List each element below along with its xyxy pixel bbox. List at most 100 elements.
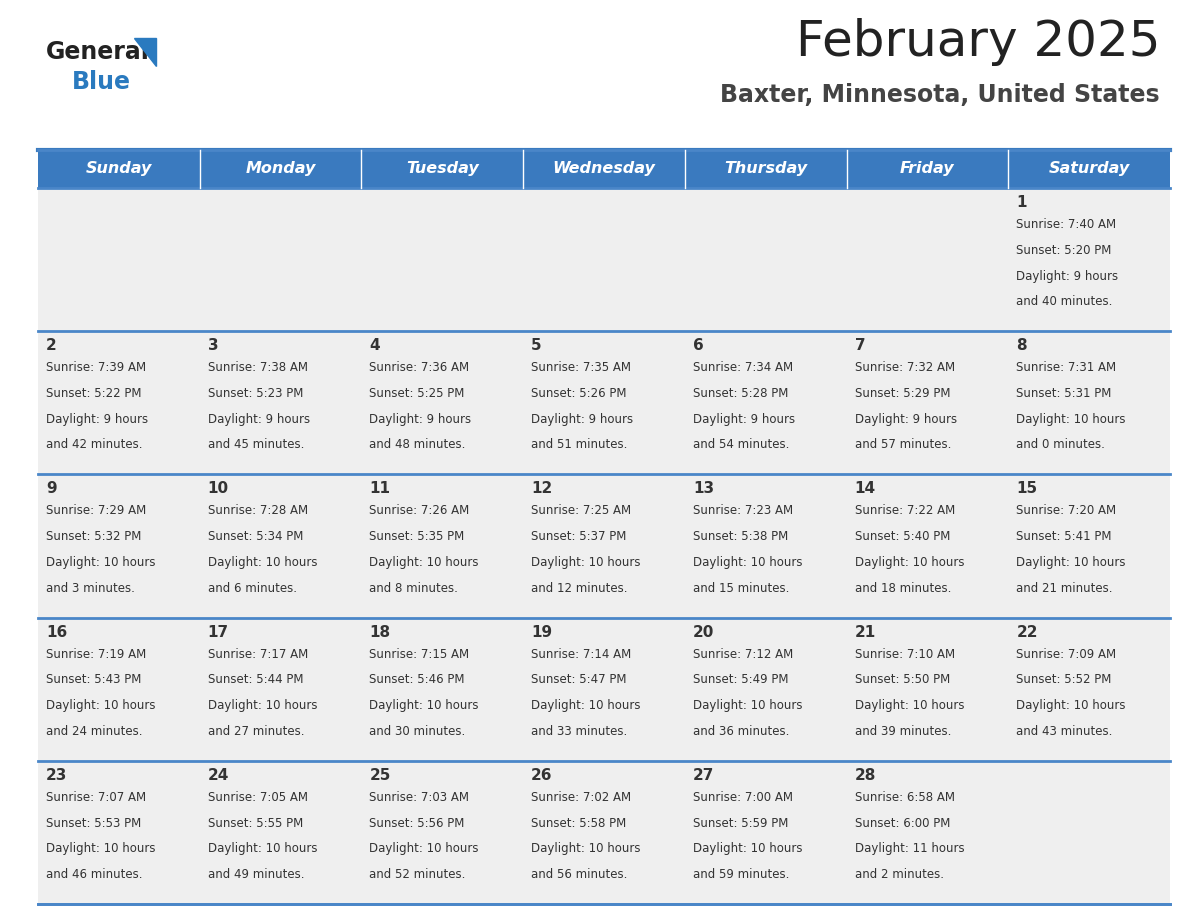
Text: Daylight: 10 hours: Daylight: 10 hours bbox=[531, 556, 640, 569]
Text: Sunset: 5:49 PM: Sunset: 5:49 PM bbox=[693, 674, 789, 687]
Text: Daylight: 10 hours: Daylight: 10 hours bbox=[369, 700, 479, 712]
Text: Sunset: 5:37 PM: Sunset: 5:37 PM bbox=[531, 531, 626, 543]
Text: Tuesday: Tuesday bbox=[406, 162, 479, 176]
Text: and 36 minutes.: and 36 minutes. bbox=[693, 725, 789, 738]
Text: Sunrise: 7:36 AM: Sunrise: 7:36 AM bbox=[369, 361, 469, 375]
Text: Daylight: 10 hours: Daylight: 10 hours bbox=[369, 556, 479, 569]
Text: and 59 minutes.: and 59 minutes. bbox=[693, 868, 789, 881]
Text: Wednesday: Wednesday bbox=[552, 162, 656, 176]
Text: Sunset: 5:44 PM: Sunset: 5:44 PM bbox=[208, 674, 303, 687]
Bar bbox=[200, 618, 361, 761]
Text: Sunrise: 7:09 AM: Sunrise: 7:09 AM bbox=[1016, 647, 1117, 661]
Text: and 2 minutes.: and 2 minutes. bbox=[854, 868, 943, 881]
Text: Daylight: 9 hours: Daylight: 9 hours bbox=[369, 413, 472, 426]
Text: Daylight: 10 hours: Daylight: 10 hours bbox=[854, 700, 965, 712]
Text: Daylight: 10 hours: Daylight: 10 hours bbox=[1016, 700, 1126, 712]
Text: Sunset: 5:38 PM: Sunset: 5:38 PM bbox=[693, 531, 788, 543]
Bar bbox=[361, 761, 523, 904]
Text: 1: 1 bbox=[1016, 195, 1026, 210]
Text: and 33 minutes.: and 33 minutes. bbox=[531, 725, 627, 738]
Text: Sunset: 5:56 PM: Sunset: 5:56 PM bbox=[369, 817, 465, 830]
Bar bbox=[523, 188, 684, 331]
Text: Sunset: 5:46 PM: Sunset: 5:46 PM bbox=[369, 674, 465, 687]
Text: Sunset: 5:22 PM: Sunset: 5:22 PM bbox=[46, 387, 141, 400]
Bar bbox=[361, 150, 523, 188]
Bar bbox=[1009, 618, 1170, 761]
Text: Sunset: 6:00 PM: Sunset: 6:00 PM bbox=[854, 817, 950, 830]
Bar bbox=[1009, 150, 1170, 188]
Bar bbox=[361, 188, 523, 331]
Text: Daylight: 10 hours: Daylight: 10 hours bbox=[693, 700, 802, 712]
Bar bbox=[361, 618, 523, 761]
Text: Sunrise: 7:28 AM: Sunrise: 7:28 AM bbox=[208, 504, 308, 518]
Text: and 18 minutes.: and 18 minutes. bbox=[854, 582, 950, 595]
Text: Sunset: 5:34 PM: Sunset: 5:34 PM bbox=[208, 531, 303, 543]
Text: Sunrise: 6:58 AM: Sunrise: 6:58 AM bbox=[854, 790, 955, 804]
Text: Saturday: Saturday bbox=[1049, 162, 1130, 176]
Text: Sunset: 5:43 PM: Sunset: 5:43 PM bbox=[46, 674, 141, 687]
Text: Sunset: 5:23 PM: Sunset: 5:23 PM bbox=[208, 387, 303, 400]
Text: Daylight: 9 hours: Daylight: 9 hours bbox=[46, 413, 148, 426]
Text: Daylight: 10 hours: Daylight: 10 hours bbox=[369, 843, 479, 856]
Text: and 8 minutes.: and 8 minutes. bbox=[369, 582, 459, 595]
Text: Sunrise: 7:03 AM: Sunrise: 7:03 AM bbox=[369, 790, 469, 804]
Text: Sunset: 5:32 PM: Sunset: 5:32 PM bbox=[46, 531, 141, 543]
Bar bbox=[523, 475, 684, 618]
Bar bbox=[1009, 188, 1170, 331]
Text: Sunrise: 7:26 AM: Sunrise: 7:26 AM bbox=[369, 504, 469, 518]
Bar bbox=[523, 331, 684, 475]
Text: Sunset: 5:31 PM: Sunset: 5:31 PM bbox=[1016, 387, 1112, 400]
Text: 18: 18 bbox=[369, 624, 391, 640]
Text: 3: 3 bbox=[208, 338, 219, 353]
Text: 6: 6 bbox=[693, 338, 703, 353]
Bar bbox=[361, 331, 523, 475]
Text: and 0 minutes.: and 0 minutes. bbox=[1016, 439, 1105, 452]
Text: 20: 20 bbox=[693, 624, 714, 640]
Bar bbox=[684, 331, 847, 475]
Text: Daylight: 10 hours: Daylight: 10 hours bbox=[531, 700, 640, 712]
Text: Sunrise: 7:02 AM: Sunrise: 7:02 AM bbox=[531, 790, 631, 804]
Text: 7: 7 bbox=[854, 338, 865, 353]
Text: Sunset: 5:53 PM: Sunset: 5:53 PM bbox=[46, 817, 141, 830]
Text: Friday: Friday bbox=[901, 162, 955, 176]
Text: 13: 13 bbox=[693, 481, 714, 497]
Text: Daylight: 9 hours: Daylight: 9 hours bbox=[208, 413, 310, 426]
Text: Sunrise: 7:39 AM: Sunrise: 7:39 AM bbox=[46, 361, 146, 375]
Text: General: General bbox=[46, 40, 150, 64]
Text: 24: 24 bbox=[208, 767, 229, 783]
Bar bbox=[38, 150, 200, 188]
Text: February 2025: February 2025 bbox=[796, 18, 1159, 66]
Text: 4: 4 bbox=[369, 338, 380, 353]
Bar bbox=[200, 331, 361, 475]
Bar bbox=[38, 761, 200, 904]
Text: Sunrise: 7:20 AM: Sunrise: 7:20 AM bbox=[1016, 504, 1117, 518]
Text: 9: 9 bbox=[46, 481, 57, 497]
Bar bbox=[523, 618, 684, 761]
Text: Sunset: 5:26 PM: Sunset: 5:26 PM bbox=[531, 387, 626, 400]
Text: Baxter, Minnesota, United States: Baxter, Minnesota, United States bbox=[720, 83, 1159, 107]
Bar bbox=[523, 761, 684, 904]
Text: Sunrise: 7:19 AM: Sunrise: 7:19 AM bbox=[46, 647, 146, 661]
Text: Daylight: 10 hours: Daylight: 10 hours bbox=[208, 556, 317, 569]
Bar bbox=[684, 761, 847, 904]
Text: Daylight: 10 hours: Daylight: 10 hours bbox=[1016, 413, 1126, 426]
Text: Daylight: 10 hours: Daylight: 10 hours bbox=[693, 556, 802, 569]
Text: Sunset: 5:41 PM: Sunset: 5:41 PM bbox=[1016, 531, 1112, 543]
Text: Blue: Blue bbox=[72, 70, 131, 94]
Text: Sunrise: 7:35 AM: Sunrise: 7:35 AM bbox=[531, 361, 631, 375]
Text: Daylight: 10 hours: Daylight: 10 hours bbox=[693, 843, 802, 856]
Text: and 49 minutes.: and 49 minutes. bbox=[208, 868, 304, 881]
Text: Sunrise: 7:00 AM: Sunrise: 7:00 AM bbox=[693, 790, 792, 804]
Text: Sunrise: 7:10 AM: Sunrise: 7:10 AM bbox=[854, 647, 955, 661]
Bar bbox=[847, 475, 1009, 618]
Text: Daylight: 10 hours: Daylight: 10 hours bbox=[854, 556, 965, 569]
Text: and 3 minutes.: and 3 minutes. bbox=[46, 582, 135, 595]
Text: Sunset: 5:50 PM: Sunset: 5:50 PM bbox=[854, 674, 950, 687]
Text: and 15 minutes.: and 15 minutes. bbox=[693, 582, 789, 595]
Text: 23: 23 bbox=[46, 767, 68, 783]
Text: and 30 minutes.: and 30 minutes. bbox=[369, 725, 466, 738]
Bar bbox=[1009, 475, 1170, 618]
Text: Sunset: 5:59 PM: Sunset: 5:59 PM bbox=[693, 817, 788, 830]
Text: Sunset: 5:20 PM: Sunset: 5:20 PM bbox=[1016, 244, 1112, 257]
Text: Sunday: Sunday bbox=[86, 162, 152, 176]
